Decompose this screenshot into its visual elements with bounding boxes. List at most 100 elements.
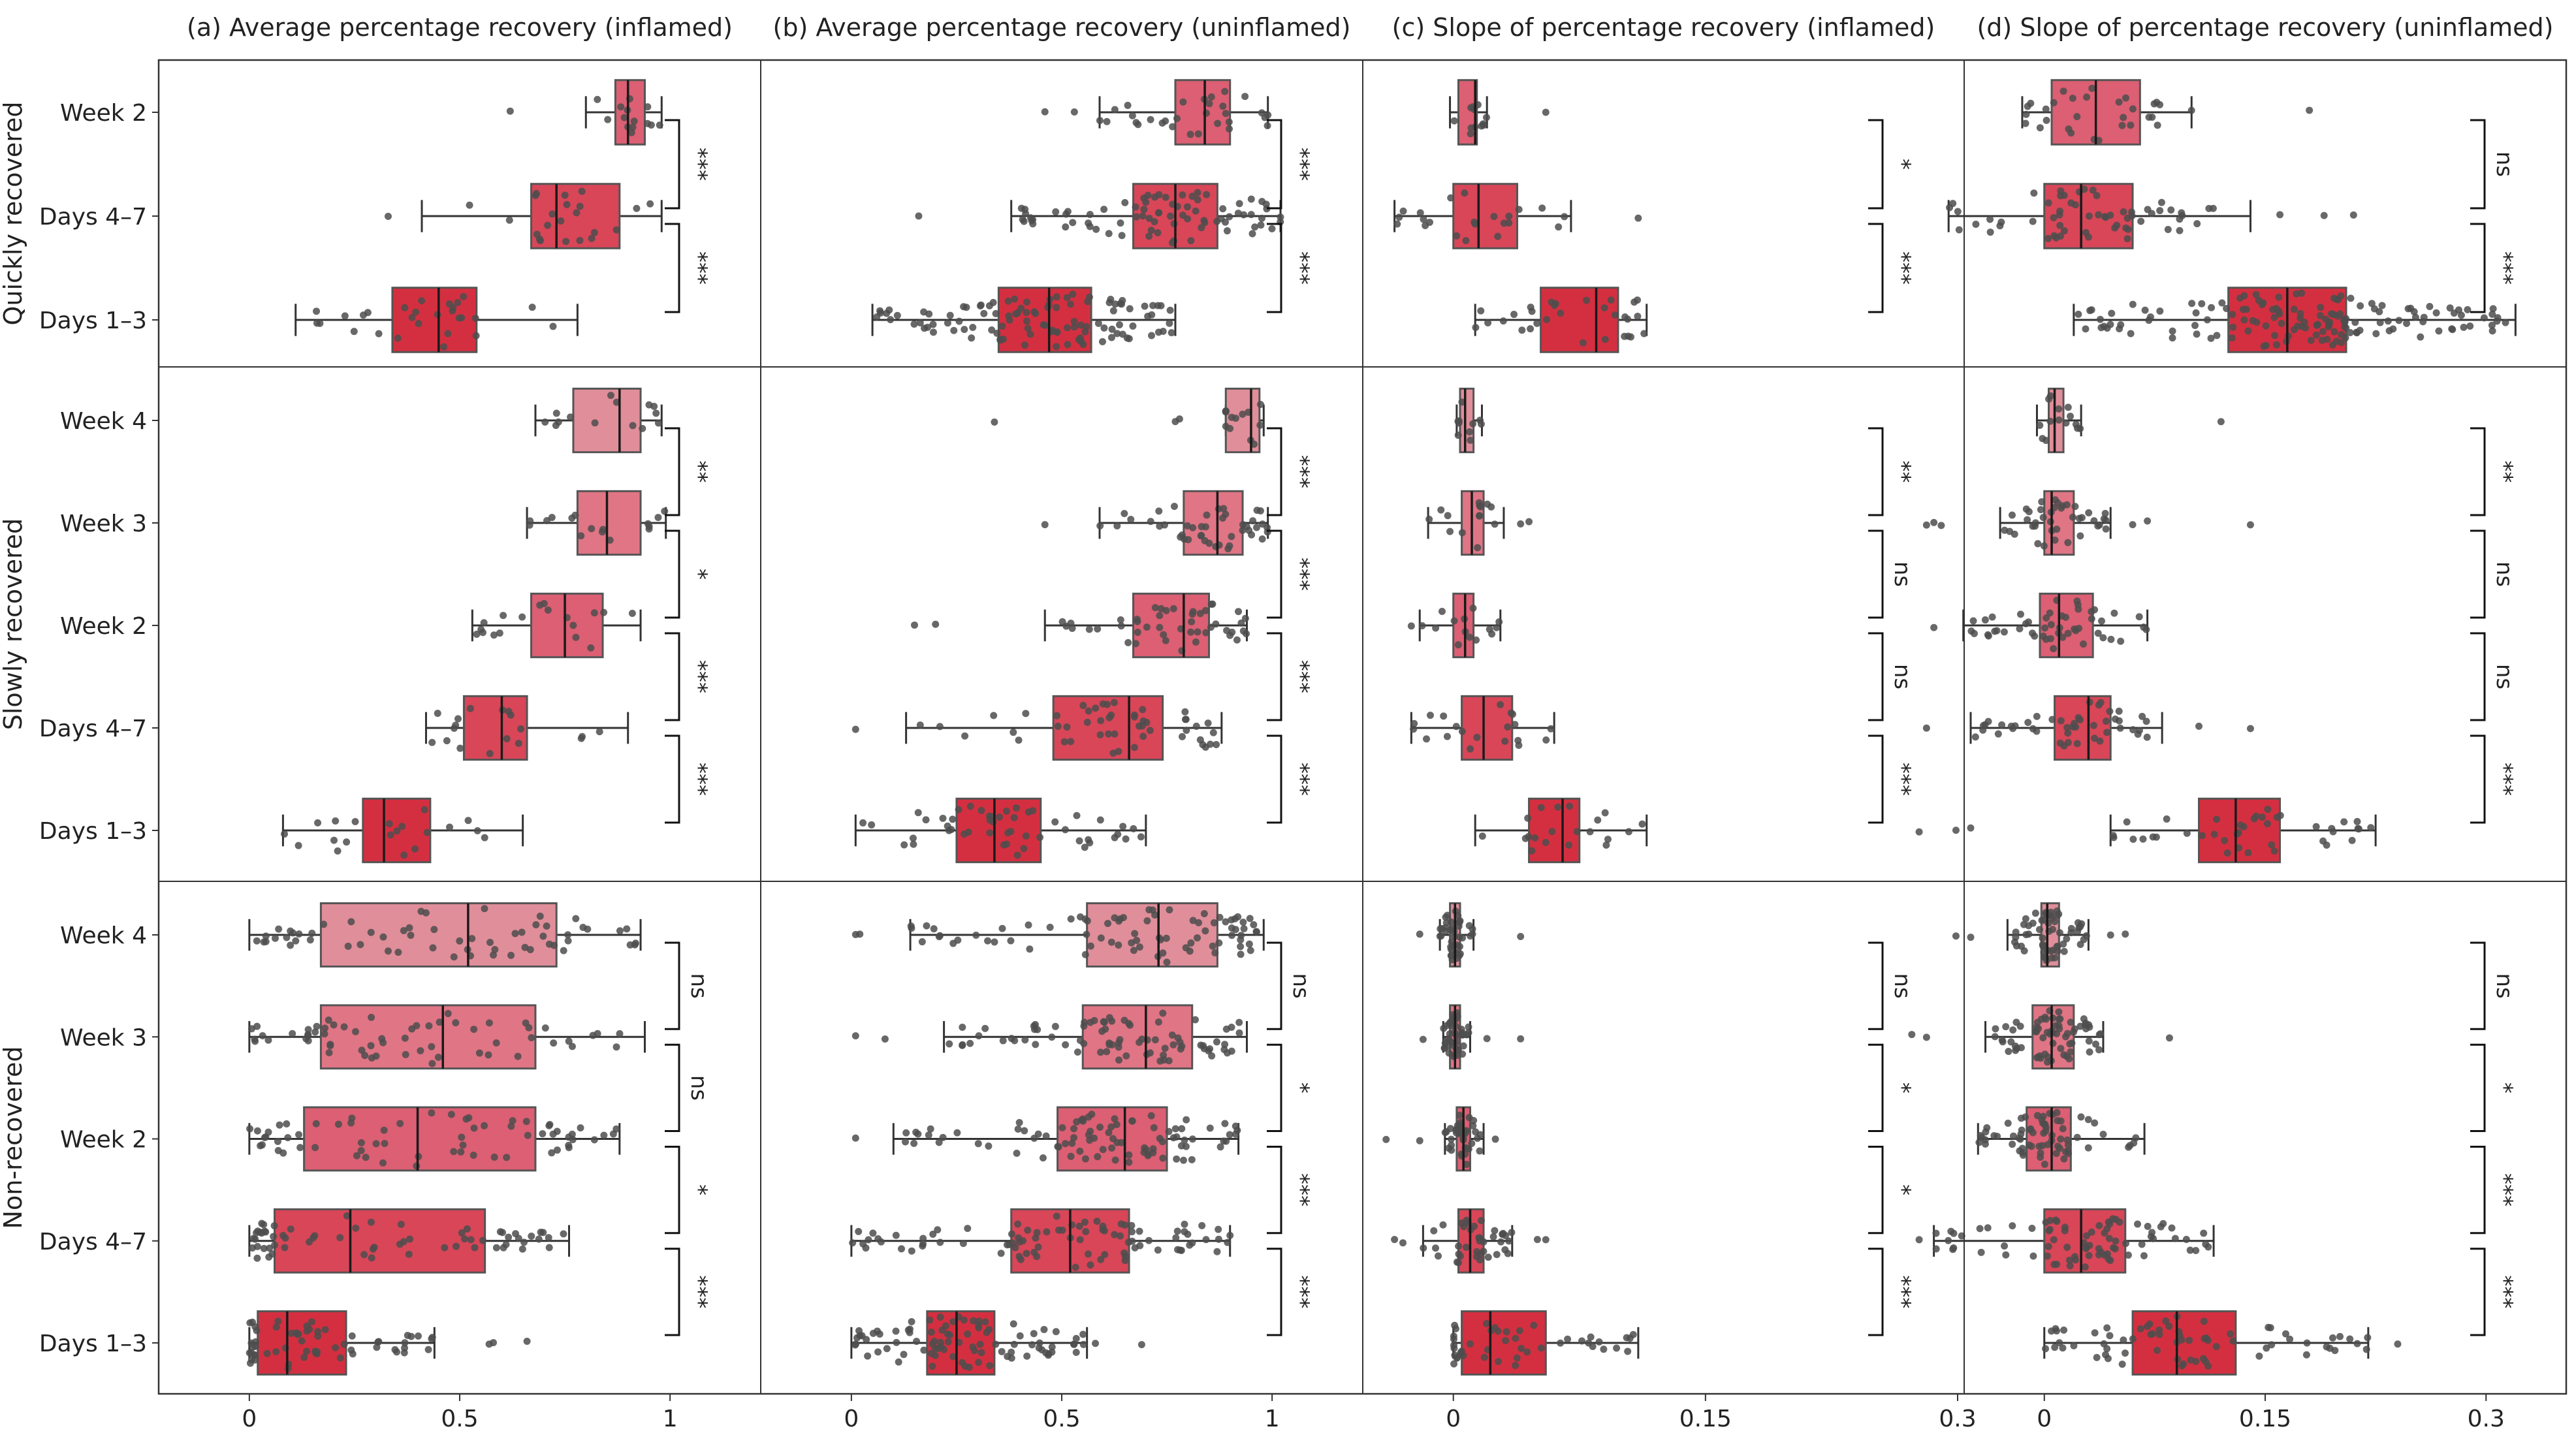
data-point — [2095, 1046, 2103, 1054]
data-point — [1183, 522, 1191, 529]
data-point — [1515, 742, 1523, 749]
data-point — [1228, 533, 1235, 541]
data-point — [262, 932, 270, 940]
data-point — [1130, 713, 1138, 721]
data-point — [1420, 1244, 1427, 1252]
data-point — [1068, 1139, 1076, 1147]
data-point — [2057, 1045, 2065, 1052]
data-point — [1010, 1320, 1017, 1328]
data-point — [1012, 310, 1020, 318]
data-point — [526, 521, 533, 529]
data-point — [1456, 950, 1464, 958]
data-point — [1026, 330, 1034, 338]
data-point — [1439, 1221, 1447, 1229]
data-point — [2085, 1037, 2093, 1045]
data-point — [2460, 323, 2468, 331]
significance-bracket — [1868, 1146, 1884, 1235]
significance-label: *** — [1889, 1275, 1915, 1308]
data-point — [2081, 1263, 2089, 1271]
data-point — [1216, 913, 1224, 921]
data-point — [422, 909, 430, 917]
data-point — [2088, 608, 2095, 616]
data-point — [1226, 631, 1234, 639]
data-point — [1085, 1131, 1092, 1139]
data-point — [1248, 230, 1256, 238]
data-point — [859, 819, 867, 827]
data-point — [996, 336, 1004, 344]
data-point — [1173, 114, 1181, 122]
data-point — [1505, 1237, 1513, 1245]
data-point — [2127, 121, 2135, 129]
data-point — [1557, 1339, 1565, 1347]
data-point — [2142, 625, 2150, 633]
swarm-points — [473, 599, 636, 652]
outlier-point — [1382, 1135, 1390, 1143]
data-point — [2031, 522, 2039, 530]
significance-label: * — [686, 569, 712, 580]
swarm-points — [2022, 84, 2314, 144]
data-point — [1115, 1056, 1123, 1064]
significance-bracket — [665, 529, 680, 619]
data-point — [557, 217, 565, 225]
data-point — [1425, 515, 1433, 523]
data-point — [2056, 1339, 2063, 1347]
data-point — [986, 1362, 994, 1370]
data-point — [2097, 699, 2105, 706]
data-point — [1209, 600, 1216, 608]
data-point — [2240, 823, 2248, 830]
data-point — [1157, 605, 1165, 612]
data-point — [1076, 1236, 1084, 1244]
data-point — [544, 606, 552, 614]
data-point — [287, 1225, 294, 1233]
data-point — [1173, 1155, 1181, 1163]
data-point — [2123, 235, 2131, 243]
data-point — [1245, 940, 1253, 948]
data-point — [1008, 1348, 1015, 1356]
data-point — [1207, 623, 1215, 631]
data-point — [2235, 844, 2243, 852]
data-point — [251, 1235, 259, 1243]
data-point — [916, 319, 924, 327]
data-point — [1158, 119, 1166, 127]
data-point — [1537, 804, 1545, 811]
data-point — [281, 1244, 289, 1252]
data-point — [1160, 1051, 1168, 1059]
outlier-point — [1915, 1236, 1923, 1244]
data-point — [526, 946, 534, 954]
data-point — [1215, 505, 1222, 513]
data-point — [1006, 316, 1013, 324]
data-point — [571, 511, 579, 519]
data-point — [1226, 1231, 1234, 1239]
outlier-point — [1967, 934, 1975, 941]
data-point — [1189, 917, 1197, 924]
data-point — [1033, 1229, 1041, 1236]
data-point — [1462, 1243, 1470, 1251]
data-point — [368, 1054, 375, 1062]
data-point — [1192, 207, 1200, 215]
significance-bracket — [1267, 223, 1282, 313]
data-point — [1085, 836, 1092, 843]
data-point — [2088, 615, 2095, 623]
data-point — [1179, 98, 1187, 106]
data-point — [565, 1133, 573, 1141]
data-point — [985, 302, 993, 309]
data-point — [1070, 1340, 1078, 1348]
data-point — [347, 918, 355, 926]
data-point — [485, 1019, 493, 1027]
data-point — [2105, 1235, 2113, 1242]
data-point — [2187, 106, 2195, 114]
significance-label: *** — [1288, 455, 1314, 488]
data-point — [1564, 1335, 1572, 1343]
data-point — [1469, 420, 1477, 428]
data-point — [2064, 729, 2072, 737]
data-point — [1162, 193, 1169, 201]
data-point — [1447, 952, 1455, 960]
data-point — [257, 1229, 264, 1236]
data-point — [2080, 640, 2088, 648]
data-point — [1543, 315, 1551, 323]
data-point — [2029, 725, 2037, 732]
data-point — [975, 1032, 983, 1040]
group-label: Non-recovered — [0, 1047, 27, 1229]
data-point — [2312, 823, 2320, 830]
